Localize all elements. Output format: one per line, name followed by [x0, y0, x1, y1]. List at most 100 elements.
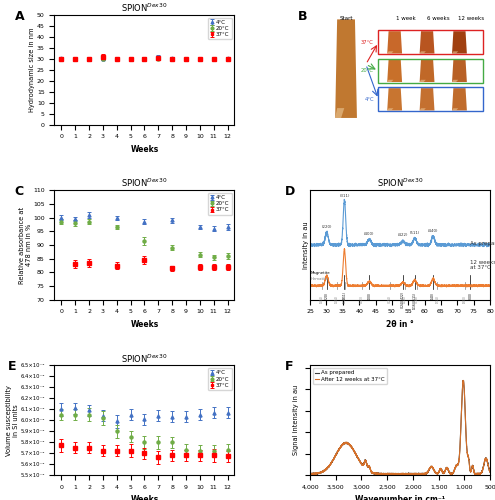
Text: (422): (422): [398, 234, 408, 237]
Polygon shape: [420, 80, 426, 82]
As prepared: [460, 378, 466, 384]
Y-axis label: Signal intensity in au: Signal intensity in au: [293, 385, 299, 456]
Text: (214): (214): [436, 295, 440, 303]
Text: (220): (220): [321, 226, 332, 230]
Y-axis label: Relative absorbance at
478 nm in %: Relative absorbance at 478 nm in %: [19, 206, 32, 284]
Y-axis label: Intensity in au: Intensity in au: [302, 221, 309, 269]
Polygon shape: [387, 80, 394, 82]
Text: 37°C: 37°C: [361, 40, 374, 45]
Text: (311): (311): [339, 194, 349, 198]
Line: 12 weeks
at 37°C: 12 weeks at 37°C: [310, 248, 490, 287]
Text: (440): (440): [428, 229, 439, 233]
Text: 6 weeks: 6 weeks: [428, 16, 450, 21]
Text: (113): (113): [360, 295, 364, 303]
Title: SPION$^{Dex30}$: SPION$^{Dex30}$: [121, 352, 168, 364]
As prepared: [342, 196, 347, 202]
After 12 weeks at 37°C: [460, 378, 466, 384]
12 weeks
at 37°C: [484, 282, 490, 288]
Text: (400): (400): [367, 292, 371, 300]
After 12 weeks at 37°C: [473, 471, 479, 477]
Text: B: B: [297, 10, 307, 22]
Text: E: E: [7, 360, 16, 373]
As prepared: [438, 466, 444, 471]
Line: As prepared: As prepared: [310, 200, 490, 247]
As prepared: [484, 244, 490, 250]
Polygon shape: [387, 88, 402, 110]
Polygon shape: [420, 31, 435, 54]
Text: (220): (220): [325, 292, 329, 300]
Polygon shape: [452, 108, 458, 110]
After 12 weeks at 37°C: [307, 470, 313, 476]
X-axis label: Weeks: Weeks: [130, 145, 158, 154]
Text: 1 week: 1 week: [396, 16, 416, 21]
Text: (311): (311): [343, 292, 346, 300]
Polygon shape: [420, 108, 426, 110]
Text: F: F: [285, 360, 294, 373]
After 12 weeks at 37°C: [384, 471, 390, 477]
As prepared: [328, 242, 334, 248]
X-axis label: 2θ in °: 2θ in °: [386, 320, 414, 329]
Legend: As prepared, After 12 weeks at 37°C: As prepared, After 12 weeks at 37°C: [313, 368, 387, 384]
Text: (116): (116): [403, 295, 407, 303]
After 12 weeks at 37°C: [383, 471, 389, 477]
12 weeks
at 37°C: [328, 281, 334, 287]
As prepared: [484, 242, 490, 248]
As prepared: [307, 470, 313, 476]
As prepared: [487, 469, 493, 475]
Polygon shape: [452, 88, 467, 110]
12 weeks
at 37°C: [342, 246, 347, 252]
Polygon shape: [387, 52, 394, 54]
Legend: 4°C, 20°C, 37°C: 4°C, 20°C, 37°C: [207, 368, 232, 390]
As prepared: [338, 241, 344, 247]
12 weeks
at 37°C: [487, 283, 493, 289]
Title: SPION$^{Dex30}$: SPION$^{Dex30}$: [121, 177, 168, 190]
After 12 weeks at 37°C: [384, 472, 390, 478]
12 weeks
at 37°C: [338, 280, 344, 286]
Line: After 12 weeks at 37°C: After 12 weeks at 37°C: [310, 380, 490, 475]
Text: (024): (024): [388, 295, 392, 303]
12 weeks
at 37°C: [384, 282, 390, 288]
12 weeks
at 37°C: [307, 282, 313, 288]
After 12 weeks at 37°C: [438, 466, 444, 472]
Title: SPION$^{Dex30}$: SPION$^{Dex30}$: [121, 2, 168, 14]
Polygon shape: [452, 31, 467, 54]
Text: (024)/(422): (024)/(422): [401, 292, 405, 308]
Text: D: D: [285, 185, 295, 198]
Line: As prepared: As prepared: [310, 380, 490, 475]
As prepared: [482, 459, 488, 465]
Polygon shape: [387, 31, 402, 54]
Text: A: A: [15, 10, 24, 22]
Text: (300): (300): [468, 292, 472, 300]
Polygon shape: [335, 108, 344, 118]
Text: As prepared: As prepared: [470, 240, 495, 246]
As prepared: [384, 242, 390, 248]
X-axis label: Wavenumber in cm⁻¹: Wavenumber in cm⁻¹: [355, 496, 445, 500]
As prepared: [376, 244, 382, 250]
Polygon shape: [387, 108, 394, 110]
12 weeks
at 37°C: [464, 284, 470, 290]
X-axis label: Weeks: Weeks: [130, 320, 158, 329]
As prepared: [393, 471, 398, 477]
Polygon shape: [387, 60, 402, 82]
Polygon shape: [420, 52, 426, 54]
Text: Magnetite: Magnetite: [311, 271, 331, 275]
Polygon shape: [452, 60, 467, 82]
After 12 weeks at 37°C: [393, 471, 398, 477]
Legend: 4°C, 20°C, 37°C: 4°C, 20°C, 37°C: [207, 193, 232, 214]
As prepared: [307, 242, 313, 248]
X-axis label: Weeks: Weeks: [130, 496, 158, 500]
As prepared: [383, 471, 389, 477]
Text: (110): (110): [343, 295, 346, 303]
Text: (300): (300): [463, 295, 467, 304]
Polygon shape: [335, 20, 357, 118]
Text: (104): (104): [335, 295, 339, 303]
Polygon shape: [420, 60, 435, 82]
Text: (400): (400): [364, 232, 375, 236]
After 12 weeks at 37°C: [482, 458, 488, 464]
As prepared: [487, 242, 493, 248]
12 weeks
at 37°C: [464, 282, 470, 288]
Polygon shape: [452, 80, 458, 82]
Text: C: C: [15, 185, 24, 198]
Legend: 4°C, 20°C, 37°C: 4°C, 20°C, 37°C: [207, 18, 232, 40]
As prepared: [473, 470, 479, 476]
